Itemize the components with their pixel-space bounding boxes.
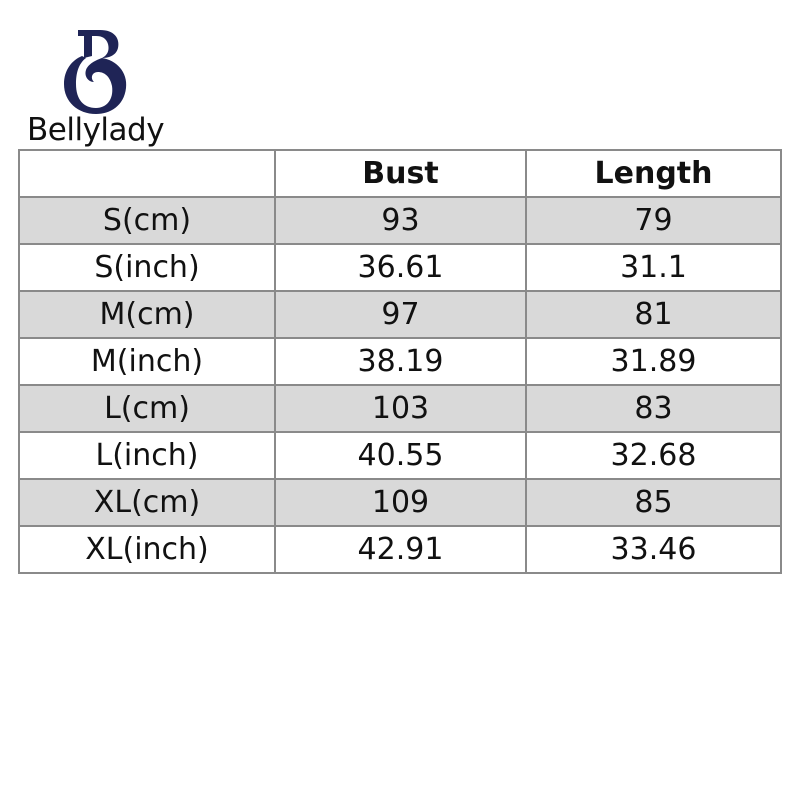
cell-length: 83 xyxy=(525,384,782,433)
table-row: S(inch) 36.61 31.1 xyxy=(18,243,782,292)
cell-length: 33.46 xyxy=(525,525,782,574)
header-row: Bust Length xyxy=(18,149,782,198)
size-chart-table: Bust Length S(cm) 93 79 S(inch) 36.61 31.1 M(c… xyxy=(18,149,782,574)
cell-size: M(cm) xyxy=(18,290,276,339)
cell-length: 85 xyxy=(525,478,782,527)
brand-name: Bellylady xyxy=(27,112,165,148)
cell-bust: 40.55 xyxy=(274,431,527,480)
brand-logo xyxy=(64,30,127,114)
cell-bust: 103 xyxy=(274,384,527,433)
cell-bust: 97 xyxy=(274,290,527,339)
cell-bust: 36.61 xyxy=(274,243,527,292)
table-row: L(inch) 40.55 32.68 xyxy=(18,431,782,480)
cell-bust: 38.19 xyxy=(274,337,527,386)
cell-size: S(cm) xyxy=(18,196,276,245)
cell-length: 31.1 xyxy=(525,243,782,292)
cell-size: XL(cm) xyxy=(18,478,276,527)
cell-size: L(cm) xyxy=(18,384,276,433)
cell-size: L(inch) xyxy=(18,431,276,480)
cell-length: 31.89 xyxy=(525,337,782,386)
table-row: XL(inch) 42.91 33.46 xyxy=(18,525,782,574)
cell-size: XL(inch) xyxy=(18,525,276,574)
table-row: XL(cm) 109 85 xyxy=(18,478,782,527)
cell-size: M(inch) xyxy=(18,337,276,386)
table-row: L(cm) 103 83 xyxy=(18,384,782,433)
cell-length: 79 xyxy=(525,196,782,245)
cell-length: 32.68 xyxy=(525,431,782,480)
header-bust: Bust xyxy=(274,149,527,198)
table-row: M(inch) 38.19 31.89 xyxy=(18,337,782,386)
table-row: M(cm) 97 81 xyxy=(18,290,782,339)
table-row: S(cm) 93 79 xyxy=(18,196,782,245)
cell-bust: 42.91 xyxy=(274,525,527,574)
cell-length: 81 xyxy=(525,290,782,339)
cell-bust: 109 xyxy=(274,478,527,527)
header-size xyxy=(18,149,276,198)
cell-bust: 93 xyxy=(274,196,527,245)
cell-size: S(inch) xyxy=(18,243,276,292)
header-length: Length xyxy=(525,149,782,198)
